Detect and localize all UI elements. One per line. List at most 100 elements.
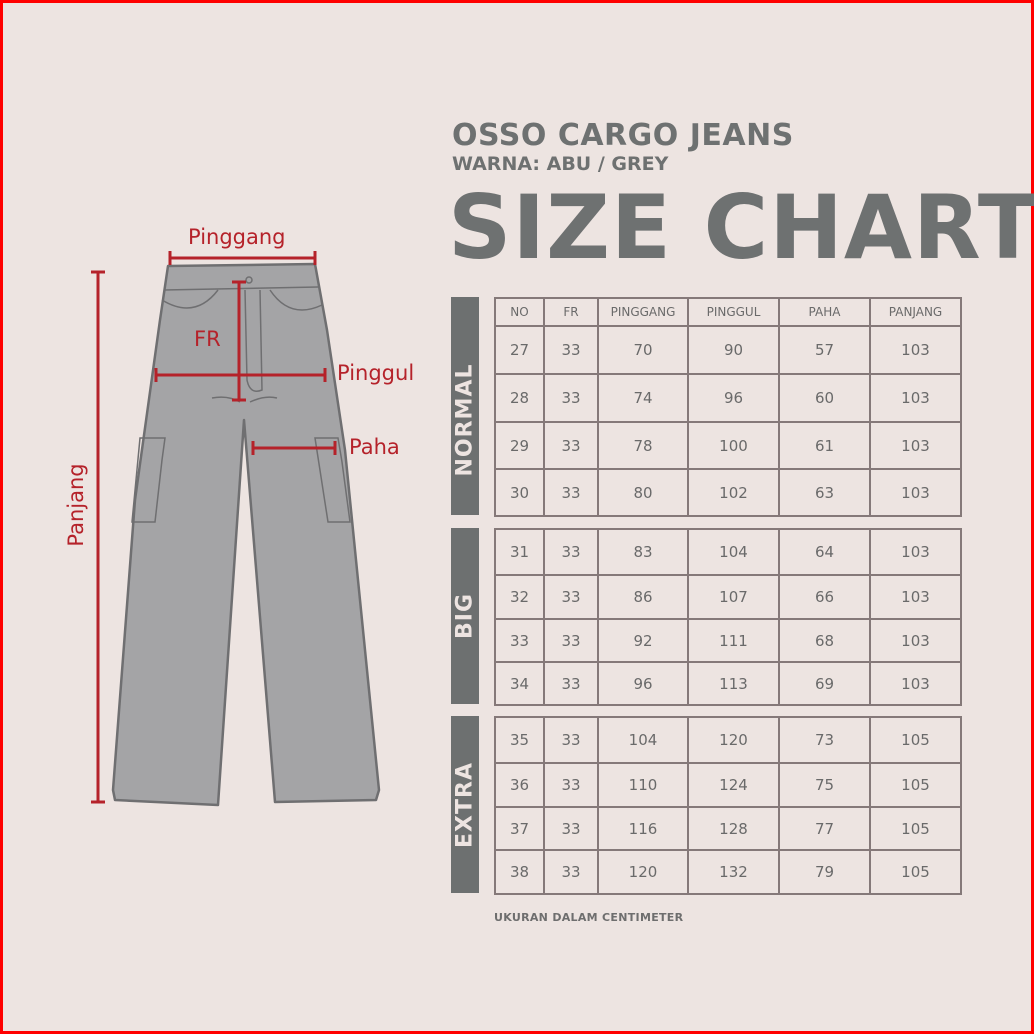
table-cell: 32 [494,574,545,620]
table-cell: 120 [597,849,689,895]
table-cell: 33 [543,806,599,851]
table-header-row: NO FR PINGGANG PINGGUL PAHA PANJANG [494,297,962,327]
hip-label: Pinggul [337,361,415,385]
table-cell: 33 [543,716,599,764]
table-cell: 31 [494,528,545,576]
table-cell: 69 [778,661,871,706]
left-pocket [161,289,219,309]
table-cell: 103 [869,574,962,620]
table-cell: 33 [543,762,599,808]
table-cell: 38 [494,849,545,895]
column-header: PAHA [778,297,871,327]
table-cell: 27 [494,325,545,375]
table-row: 35 33 104 120 73 105 [494,716,962,764]
table-cell: 77 [778,806,871,851]
table-row: 28 33 74 96 60 103 [494,373,962,423]
group-label: NORMAL [452,363,478,477]
column-header: PINGGUL [687,297,780,327]
table-cell: 132 [687,849,780,895]
pants-diagram [91,251,381,807]
table-cell: 33 [543,468,599,517]
table-cell: 28 [494,373,545,423]
button [245,276,253,284]
group-label: EXTRA [452,761,478,848]
right-cargo-pocket [314,437,351,523]
size-chart-title: SIZE CHART [448,176,1034,279]
color-subtitle: WARNA: ABU / GREY [452,153,669,175]
table-cell: 35 [494,716,545,764]
table-cell: 80 [597,468,689,517]
table-cell: 70 [597,325,689,375]
table-cell: 68 [778,618,871,663]
size-table-extra: 35 33 104 120 73 105 36 33 110 124 75 105 37 33 116 128… [494,716,962,895]
right-pocket [269,289,323,311]
table-cell: 37 [494,806,545,851]
left-cargo-pocket [131,437,166,523]
rise-label: FR [194,327,221,351]
group-bar-big [451,528,479,704]
size-table-normal: NO FR PINGGANG PINGGUL PAHA PANJANG 27 33 70 90 57… [494,297,962,517]
column-header: PANJANG [869,297,962,327]
table-cell: 30 [494,468,545,517]
table-row: 33 33 92 111 68 103 [494,618,962,663]
table-cell: 33 [543,373,599,423]
table-row: 36 33 110 124 75 105 [494,762,962,808]
table-cell: 63 [778,468,871,517]
table-cell: 33 [543,325,599,375]
table-cell: 36 [494,762,545,808]
table-cell: 103 [869,421,962,470]
table-cell: 104 [687,528,780,576]
table-cell: 102 [687,468,780,517]
table-cell: 110 [597,762,689,808]
column-header: PINGGANG [597,297,689,327]
table-cell: 103 [869,661,962,706]
table-cell: 83 [597,528,689,576]
table-cell: 33 [543,528,599,576]
table-cell: 92 [597,618,689,663]
table-cell: 66 [778,574,871,620]
table-cell: 75 [778,762,871,808]
table-cell: 128 [687,806,780,851]
waistband-line [163,286,319,291]
column-header: NO [494,297,545,327]
table-row: 34 33 96 113 69 103 [494,661,962,706]
table-cell: 86 [597,574,689,620]
table-cell: 124 [687,762,780,808]
table-cell: 103 [869,373,962,423]
table-cell: 33 [543,574,599,620]
table-cell: 111 [687,618,780,663]
table-cell: 74 [597,373,689,423]
table-cell: 103 [869,468,962,517]
group-bar-extra [451,716,479,893]
product-title: OSSO CARGO JEANS [452,118,794,153]
table-cell: 116 [597,806,689,851]
table-row: 27 33 70 90 57 103 [494,325,962,375]
table-cell: 79 [778,849,871,895]
table-cell: 105 [869,806,962,851]
table-cell: 90 [687,325,780,375]
table-cell: 34 [494,661,545,706]
group-bar-normal [451,297,479,515]
table-cell: 61 [778,421,871,470]
table-cell: 64 [778,528,871,576]
table-row: 29 33 78 100 61 103 [494,421,962,470]
table-cell: 33 [543,421,599,470]
table-cell: 96 [597,661,689,706]
thigh-label: Paha [349,435,400,459]
table-row: 31 33 83 104 64 103 [494,528,962,576]
table-cell: 120 [687,716,780,764]
size-table-big: 31 33 83 104 64 103 32 33 86 107 66 103 33 33 92 111 68 1… [494,528,962,706]
table-cell: 78 [597,421,689,470]
fly [244,289,263,392]
table-cell: 33 [543,661,599,706]
table-cell: 104 [597,716,689,764]
pants-outline [111,262,381,807]
unit-note: UKURAN DALAM CENTIMETER [494,911,684,924]
table-cell: 57 [778,325,871,375]
table-cell: 103 [869,618,962,663]
table-cell: 29 [494,421,545,470]
table-row: 37 33 116 128 77 105 [494,806,962,851]
table-row: 32 33 86 107 66 103 [494,574,962,620]
table-cell: 33 [543,849,599,895]
